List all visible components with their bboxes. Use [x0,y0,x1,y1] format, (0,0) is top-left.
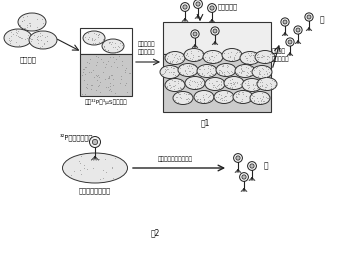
Circle shape [296,28,300,32]
Ellipse shape [224,77,244,89]
Circle shape [250,164,254,168]
Circle shape [286,38,294,46]
Ellipse shape [252,65,272,78]
Ellipse shape [197,64,217,78]
Ellipse shape [185,77,205,89]
Ellipse shape [214,90,234,104]
Ellipse shape [240,52,260,64]
Text: 乙: 乙 [264,161,269,170]
Text: 未被标记大肠杆菌: 未被标记大肠杆菌 [79,187,111,194]
Text: 含有³²P或³µS的培养基: 含有³²P或³µS的培养基 [85,99,127,105]
Circle shape [196,2,200,6]
Ellipse shape [165,52,185,64]
Text: 甲: 甲 [320,16,325,24]
Text: 图1: 图1 [200,118,210,127]
Text: 普通噬菌体: 普通噬菌体 [218,3,238,10]
Bar [163,53,271,112]
Circle shape [181,3,189,11]
Text: 图2: 图2 [150,228,160,237]
Circle shape [242,175,246,179]
Ellipse shape [102,39,124,53]
Ellipse shape [250,92,270,104]
Circle shape [307,15,311,19]
Ellipse shape [205,78,225,90]
Circle shape [305,13,313,21]
Ellipse shape [242,78,262,92]
Text: 裂解释放的子代噬菌体: 裂解释放的子代噬菌体 [157,156,192,161]
Circle shape [294,26,302,34]
Circle shape [210,6,214,10]
Bar [80,28,132,54]
Ellipse shape [160,65,180,78]
Circle shape [208,4,216,12]
Ellipse shape [216,63,236,77]
Circle shape [191,30,199,38]
Ellipse shape [222,48,242,62]
Ellipse shape [165,78,185,92]
Text: ³²P标记的噬菌体: ³²P标记的噬菌体 [60,133,93,141]
Ellipse shape [4,29,32,47]
Circle shape [236,156,240,160]
Ellipse shape [29,31,57,49]
Text: 提取大量子
代大肠杆菌: 提取大量子 代大肠杆菌 [138,42,155,54]
Circle shape [183,5,187,9]
Circle shape [193,32,197,36]
Circle shape [213,29,217,33]
Circle shape [240,173,248,181]
Ellipse shape [233,90,253,104]
Ellipse shape [184,48,204,62]
Ellipse shape [18,13,46,31]
Ellipse shape [178,63,198,77]
Ellipse shape [83,31,105,45]
Bar [163,22,271,53]
Circle shape [92,139,98,145]
Circle shape [90,136,100,148]
Ellipse shape [203,50,223,63]
Circle shape [248,161,256,170]
Ellipse shape [62,153,127,183]
Circle shape [283,20,287,24]
Ellipse shape [257,78,277,90]
Ellipse shape [235,64,255,78]
Circle shape [193,0,203,8]
Ellipse shape [194,90,214,104]
Circle shape [234,154,242,162]
Circle shape [288,40,292,44]
Ellipse shape [255,50,275,63]
Bar [80,54,132,96]
Circle shape [281,18,289,26]
Circle shape [211,27,219,35]
Ellipse shape [173,92,193,104]
Text: 裂解释放
子代噬菌体: 裂解释放 子代噬菌体 [272,48,289,62]
Text: 大肠杆菌: 大肠杆菌 [20,56,36,63]
